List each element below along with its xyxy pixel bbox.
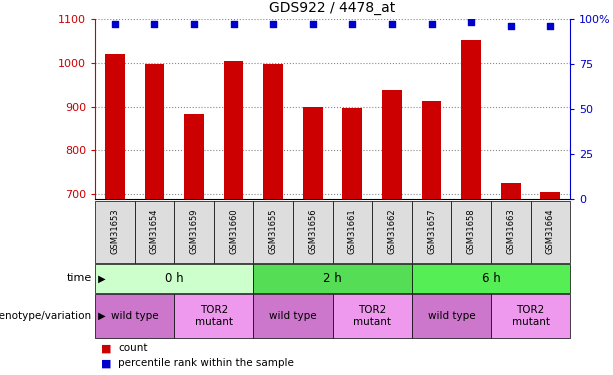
Text: percentile rank within the sample: percentile rank within the sample: [118, 358, 294, 368]
Bar: [382, 90, 402, 199]
Bar: [461, 40, 481, 199]
Bar: [491, 294, 570, 338]
Bar: [293, 201, 332, 262]
Bar: [491, 201, 530, 262]
Text: GSM31664: GSM31664: [546, 209, 555, 254]
Text: GSM31658: GSM31658: [466, 209, 476, 254]
Point: [546, 23, 555, 29]
Text: wild type: wild type: [427, 311, 475, 321]
Point: [150, 21, 159, 27]
Text: GSM31662: GSM31662: [387, 209, 397, 254]
Point: [229, 21, 238, 27]
Text: GSM31654: GSM31654: [150, 209, 159, 254]
Text: GSM31655: GSM31655: [268, 209, 278, 254]
Bar: [174, 294, 253, 338]
Bar: [95, 294, 174, 338]
Bar: [253, 294, 332, 338]
Text: 2 h: 2 h: [323, 272, 342, 285]
Point: [387, 21, 397, 27]
Bar: [412, 264, 570, 292]
Text: wild type: wild type: [111, 311, 158, 321]
Text: GSM31653: GSM31653: [110, 209, 120, 254]
Bar: [412, 201, 451, 262]
Point: [308, 21, 318, 27]
Text: GSM31660: GSM31660: [229, 209, 238, 254]
Bar: [332, 201, 372, 262]
Text: TOR2
mutant: TOR2 mutant: [195, 305, 233, 327]
Point: [268, 21, 278, 27]
Bar: [224, 62, 243, 199]
Text: time: time: [67, 273, 92, 284]
Text: ■: ■: [101, 358, 112, 368]
Text: GSM31657: GSM31657: [427, 209, 436, 254]
Text: GSM31661: GSM31661: [348, 209, 357, 254]
Text: count: count: [118, 343, 148, 353]
Bar: [343, 108, 362, 199]
Point: [427, 21, 436, 27]
Point: [506, 23, 516, 29]
Bar: [135, 201, 174, 262]
Text: ■: ■: [101, 343, 112, 353]
Text: 0 h: 0 h: [165, 272, 183, 285]
Text: ▶: ▶: [95, 311, 105, 321]
Bar: [253, 264, 412, 292]
Text: wild type: wild type: [269, 311, 317, 321]
Bar: [95, 264, 253, 292]
Bar: [541, 192, 560, 199]
Bar: [332, 294, 412, 338]
Point: [110, 21, 120, 27]
Title: GDS922 / 4478_at: GDS922 / 4478_at: [270, 1, 395, 15]
Text: GSM31663: GSM31663: [506, 209, 515, 254]
Bar: [412, 294, 491, 338]
Bar: [451, 201, 491, 262]
Bar: [105, 54, 124, 199]
Bar: [253, 201, 293, 262]
Text: TOR2
mutant: TOR2 mutant: [511, 305, 549, 327]
Bar: [263, 64, 283, 199]
Bar: [184, 114, 204, 199]
Bar: [145, 64, 164, 199]
Bar: [422, 101, 441, 199]
Text: ▶: ▶: [95, 273, 105, 284]
Text: GSM31659: GSM31659: [189, 209, 199, 254]
Bar: [303, 107, 322, 199]
Text: TOR2
mutant: TOR2 mutant: [353, 305, 391, 327]
Bar: [214, 201, 253, 262]
Point: [348, 21, 357, 27]
Point: [466, 20, 476, 26]
Bar: [372, 201, 412, 262]
Text: genotype/variation: genotype/variation: [0, 311, 92, 321]
Point: [189, 21, 199, 27]
Text: 6 h: 6 h: [482, 272, 500, 285]
Bar: [530, 201, 570, 262]
Bar: [95, 201, 135, 262]
Bar: [174, 201, 214, 262]
Bar: [501, 183, 520, 199]
Text: GSM31656: GSM31656: [308, 209, 318, 254]
